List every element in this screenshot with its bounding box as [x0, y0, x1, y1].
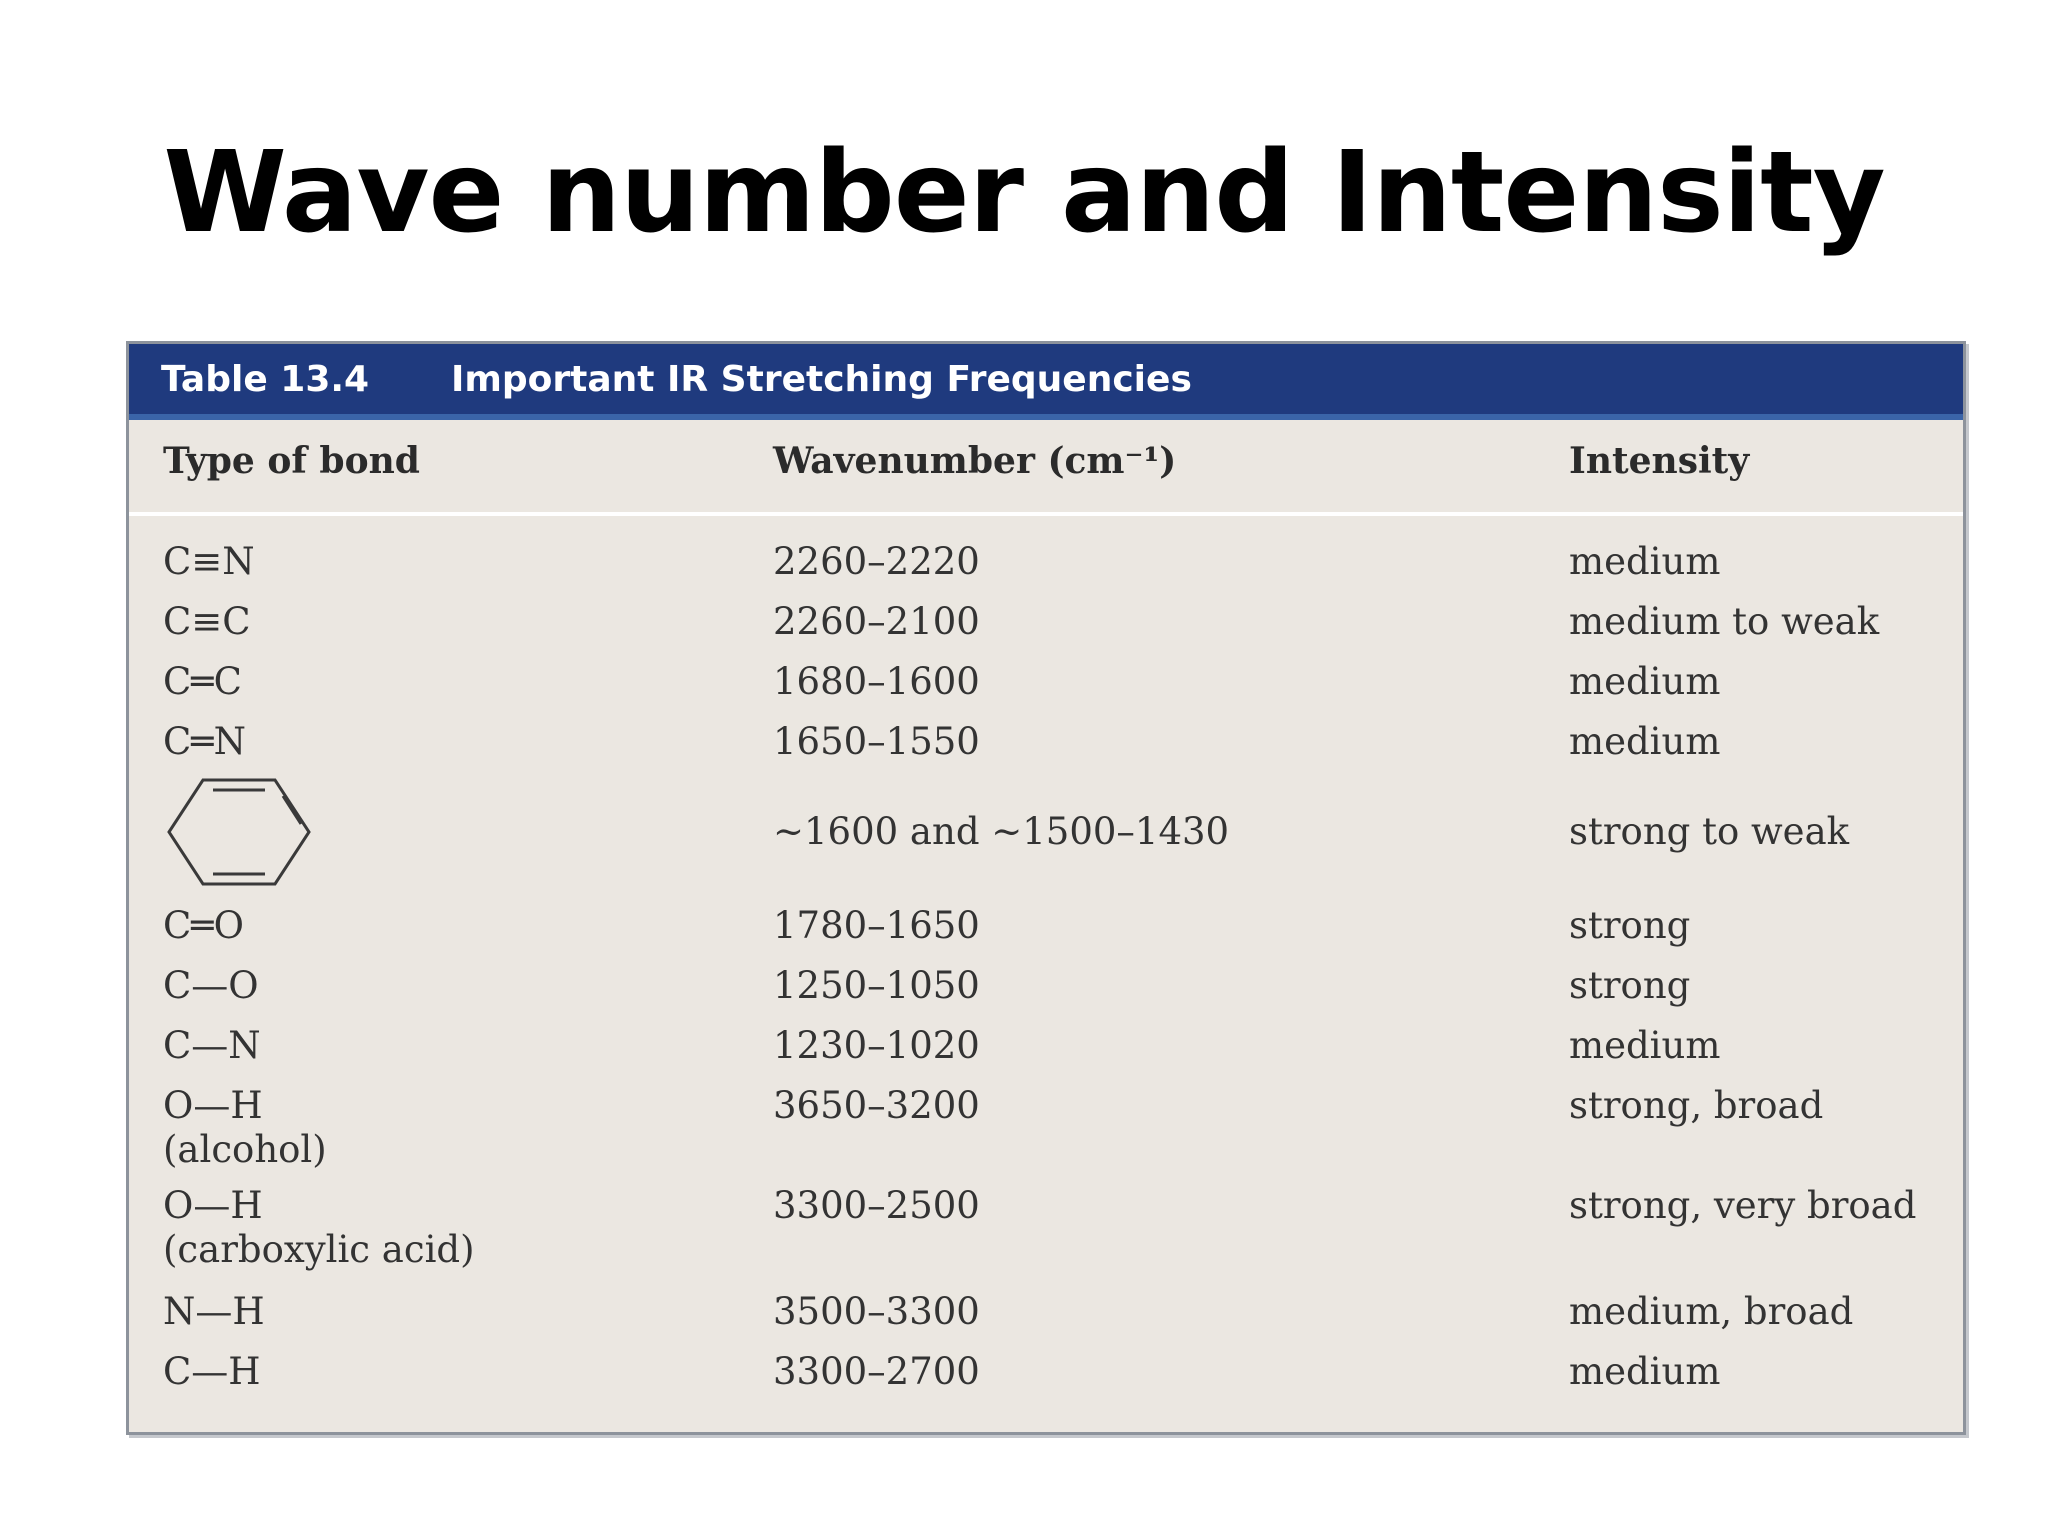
bond-cell: O—H (carboxylic acid) — [163, 1184, 475, 1272]
bond-cell: C≡C — [163, 600, 251, 643]
wavenumber-cell: 1650–1550 — [773, 720, 980, 763]
wavenumber-cell: 2260–2220 — [773, 540, 980, 583]
intensity-cell: strong, very broad — [1569, 1184, 1917, 1227]
wavenumber-cell: 3650–3200 — [773, 1084, 980, 1127]
table-banner: Table 13.4 Important IR Stretching Frequ… — [129, 344, 1963, 420]
bond-cell: C═O — [163, 904, 244, 947]
slide-title: Wave number and Intensity — [163, 128, 1885, 258]
header-intensity: Intensity — [1569, 440, 1750, 482]
intensity-cell: medium — [1569, 720, 1721, 763]
header-bond: Type of bond — [163, 440, 420, 482]
intensity-cell: medium, broad — [1569, 1290, 1854, 1333]
intensity-cell: strong to weak — [1569, 810, 1850, 853]
bond-cell: C—N — [163, 1024, 261, 1067]
intensity-cell: medium — [1569, 1024, 1721, 1067]
bond-cell: C═C — [163, 660, 242, 703]
wavenumber-cell: 1780–1650 — [773, 904, 980, 947]
wavenumber-cell: 3300–2500 — [773, 1184, 980, 1227]
bond-cell: N—H — [163, 1290, 265, 1333]
bond-cell: C≡N — [163, 540, 255, 583]
wavenumber-cell: 1230–1020 — [773, 1024, 980, 1067]
table-caption: Important IR Stretching Frequencies — [451, 359, 1192, 400]
bond-note: (alcohol) — [163, 1128, 327, 1171]
bond-cell: C═N — [163, 720, 246, 763]
bond-formula: O—H — [163, 1084, 263, 1127]
wavenumber-cell: ~1600 and ~1500–1430 — [773, 810, 1230, 853]
table-row: ~1600 and ~1500–1430 strong to weak — [129, 776, 1963, 888]
intensity-cell: medium to weak — [1569, 600, 1880, 643]
benzene-ring-icon — [167, 778, 311, 886]
bond-formula: O—H — [163, 1184, 263, 1227]
wavenumber-cell: 3300–2700 — [773, 1350, 980, 1393]
wavenumber-cell: 2260–2100 — [773, 600, 980, 643]
bond-cell: C—H — [163, 1350, 261, 1393]
intensity-cell: medium — [1569, 1350, 1721, 1393]
wavenumber-cell: 1680–1600 — [773, 660, 980, 703]
bond-cell: C—O — [163, 964, 259, 1007]
header-wavenumber: Wavenumber (cm⁻¹) — [773, 440, 1177, 482]
intensity-cell: strong — [1569, 964, 1691, 1007]
table-header-row: Type of bond Wavenumber (cm⁻¹) Intensity — [129, 420, 1963, 516]
wavenumber-cell: 1250–1050 — [773, 964, 980, 1007]
table-number: Table 13.4 — [161, 359, 370, 400]
intensity-cell: strong — [1569, 904, 1691, 947]
ir-frequency-table: Table 13.4 Important IR Stretching Frequ… — [126, 341, 1966, 1435]
intensity-cell: medium — [1569, 660, 1721, 703]
intensity-cell: strong, broad — [1569, 1084, 1824, 1127]
intensity-cell: medium — [1569, 540, 1721, 583]
bond-note: (carboxylic acid) — [163, 1228, 475, 1271]
wavenumber-cell: 3500–3300 — [773, 1290, 980, 1333]
bond-cell: O—H (alcohol) — [163, 1084, 327, 1172]
